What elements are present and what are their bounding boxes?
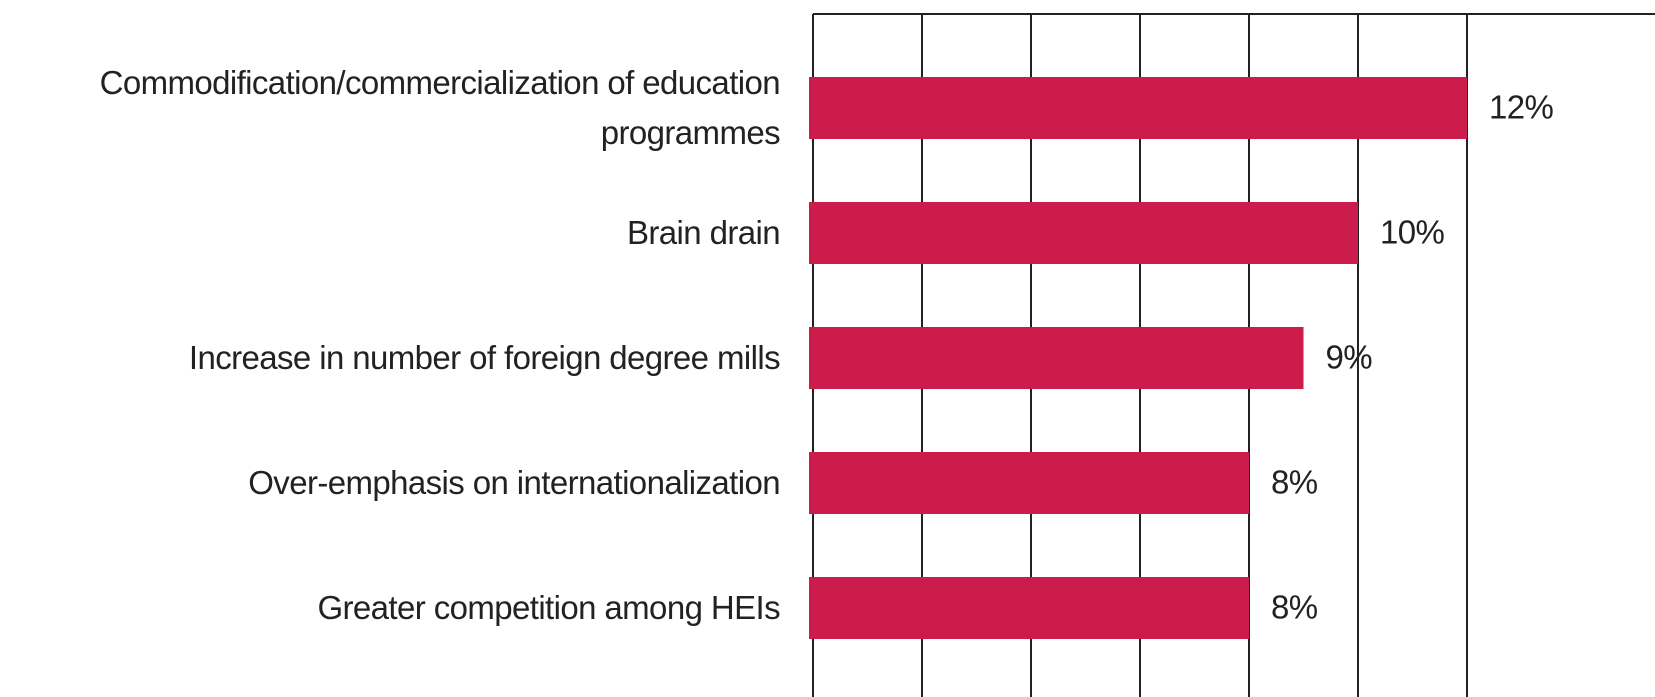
bar	[809, 202, 1358, 264]
category-label: Commodification/commercialization of edu…	[99, 64, 781, 151]
bar	[809, 577, 1249, 639]
category-label: Over-emphasis on internationalization	[248, 464, 780, 501]
bar	[809, 452, 1249, 514]
value-label: 12%	[1489, 89, 1554, 126]
value-label: 8%	[1271, 589, 1318, 626]
category-label: Brain drain	[627, 214, 781, 251]
value-label: 8%	[1271, 464, 1318, 501]
value-label: 10%	[1380, 214, 1445, 251]
bar	[809, 77, 1467, 139]
category-label: Increase in number of foreign degree mil…	[188, 339, 781, 376]
category-label: Greater competition among HEIs	[317, 589, 780, 626]
bar	[809, 327, 1304, 389]
value-label: 9%	[1326, 339, 1373, 376]
